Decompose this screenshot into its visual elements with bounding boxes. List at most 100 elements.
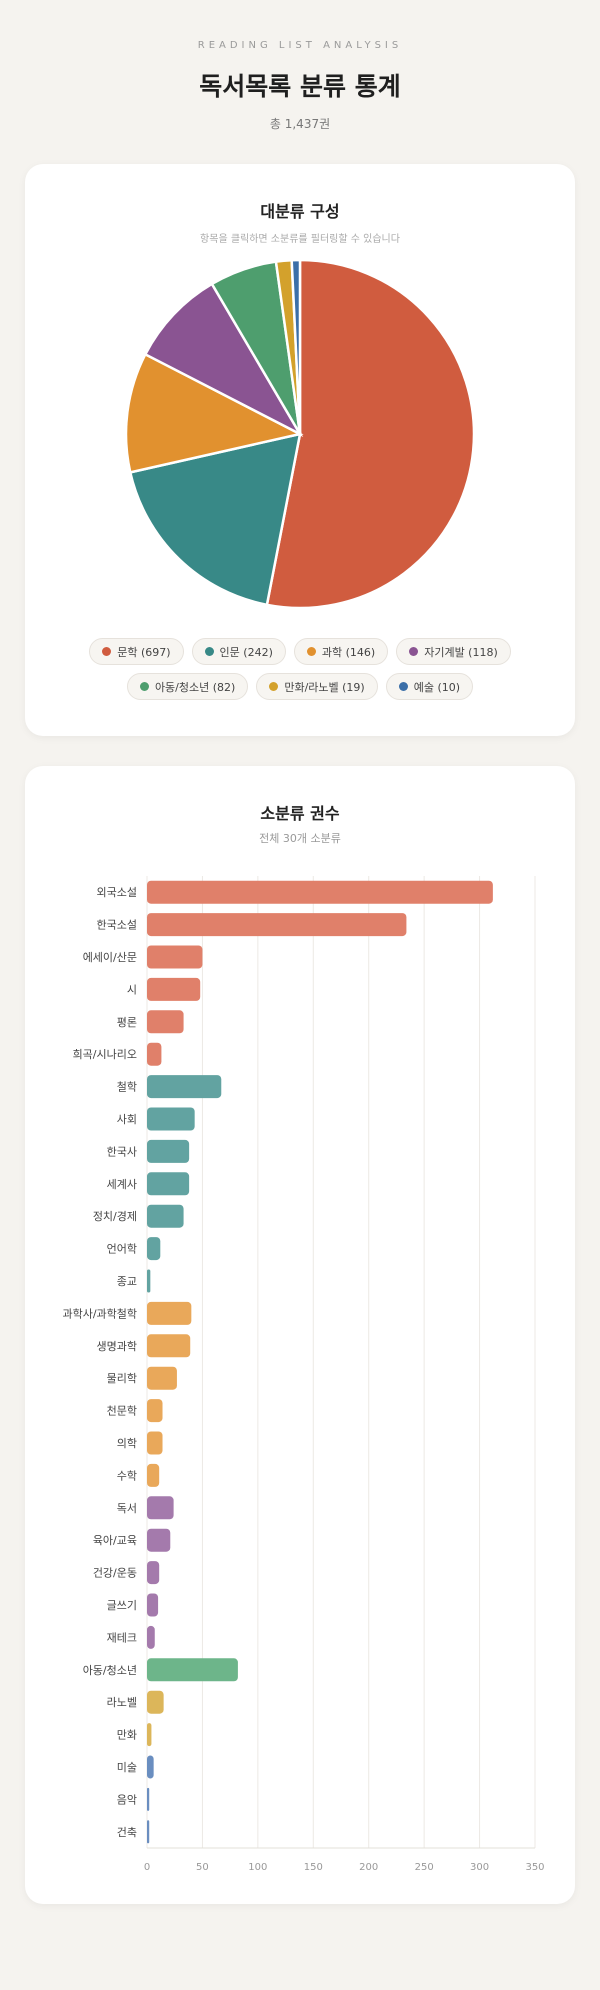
y-category-label: 음악 [117, 1793, 137, 1806]
bar-30[interactable] [147, 1820, 150, 1844]
legend-item-5[interactable]: 아동/청소년 (82) [126, 673, 249, 700]
x-tick-label: 300 [470, 1862, 489, 1873]
page-title: 독서목록 분류 통계 [199, 72, 401, 101]
y-category-label: 라노벨 [107, 1696, 137, 1709]
bar-9[interactable] [147, 1139, 190, 1163]
bar-27[interactable] [147, 1723, 152, 1747]
legend-item-6[interactable]: 만화/라노벨 (19) [256, 673, 378, 700]
legend-swatch [102, 647, 112, 656]
bar-4[interactable] [147, 977, 201, 1001]
legend-label: 인문 (242) [219, 645, 273, 659]
bar-5[interactable] [147, 1010, 184, 1034]
page-header: READING LIST ANALYSIS 독서목록 분류 통계 총 1,437… [0, 0, 600, 131]
legend-item-4[interactable]: 자기계발 (118) [396, 638, 511, 665]
y-category-label: 건축 [117, 1826, 137, 1839]
bar-13[interactable] [147, 1269, 151, 1293]
y-category-label: 과학사/과학철학 [62, 1307, 137, 1320]
legend-item-1[interactable]: 문학 (697) [89, 638, 184, 665]
x-tick-label: 350 [525, 1862, 544, 1873]
y-category-label: 에세이/산문 [83, 951, 137, 964]
y-category-label: 철학 [117, 1081, 137, 1094]
pie-chart-title: 대분류 구성 [260, 202, 340, 221]
legend-item-3[interactable]: 과학 (146) [293, 638, 389, 665]
pie-chart-card: 대분류 구성 항목을 클릭하면 소분류를 필터링할 수 있습니다 문학 (697… [25, 164, 575, 736]
bar-22[interactable] [147, 1561, 160, 1585]
bar-21[interactable] [147, 1528, 171, 1552]
y-category-label: 세계사 [107, 1178, 137, 1191]
bar-3[interactable] [147, 945, 203, 969]
y-category-label: 외국소설 [97, 886, 137, 899]
legend-item-2[interactable]: 인문 (242) [191, 638, 286, 665]
y-category-label: 독서 [117, 1502, 137, 1515]
y-category-label: 아동/청소년 [83, 1664, 137, 1677]
legend-label: 자기계발 (118) [424, 645, 498, 659]
bar-11[interactable] [147, 1204, 184, 1228]
y-category-label: 미술 [117, 1761, 137, 1774]
pie-chart-hint: 항목을 클릭하면 소분류를 필터링할 수 있습니다 [200, 234, 400, 245]
legend-label: 만화/라노벨 (19) [284, 680, 365, 694]
bar-15[interactable] [147, 1334, 191, 1358]
y-category-label: 만화 [117, 1729, 137, 1742]
bar-chart: 0 50 100 150 200 250 300 350 외국소설한국소설에세이/산문시평론희곡… [62, 876, 545, 1873]
bar-chart-title: 소분류 권수 [260, 804, 340, 823]
y-category-label: 물리학 [107, 1372, 137, 1385]
pie-slice-2[interactable] [128, 432, 302, 607]
bar-7[interactable] [147, 1075, 222, 1099]
y-category-label: 글쓰기 [107, 1599, 137, 1612]
bar-8[interactable] [147, 1107, 195, 1131]
bar-16[interactable] [147, 1366, 177, 1390]
total-count: 총 1,437권 [269, 117, 331, 131]
y-category-label: 정치/경제 [93, 1210, 137, 1223]
bar-17[interactable] [147, 1399, 163, 1423]
pie-slice-7[interactable] [290, 258, 302, 435]
y-category-label: 천문학 [107, 1404, 137, 1418]
bar-2[interactable] [147, 913, 407, 937]
pie-slice-3[interactable] [124, 352, 304, 474]
legend-swatch [269, 682, 279, 691]
eyebrow-label: READING LIST ANALYSIS [197, 40, 403, 51]
bar-1[interactable] [147, 880, 493, 904]
legend-label: 과학 (146) [321, 645, 376, 659]
legend-swatch [409, 647, 419, 656]
bar-20[interactable] [147, 1496, 174, 1520]
pie-slice-1[interactable] [265, 258, 476, 610]
bar-23[interactable] [147, 1593, 159, 1617]
y-category-label: 재테크 [107, 1631, 137, 1644]
y-category-label: 희곡/시나리오 [73, 1048, 137, 1061]
bar-19[interactable] [147, 1463, 160, 1487]
bar-10[interactable] [147, 1172, 190, 1196]
y-category-label: 평론 [117, 1016, 137, 1029]
y-category-label: 한국소설 [97, 919, 137, 932]
bar-25[interactable] [147, 1658, 238, 1682]
bar-24[interactable] [147, 1625, 155, 1649]
bar-14[interactable] [147, 1301, 192, 1325]
bar-chart-card: 소분류 권수 전체 30개 소분류 0 50 100 150 200 250 300 350 외… [25, 766, 575, 1904]
legend-label: 예술 (10) [413, 680, 461, 694]
bar-6[interactable] [147, 1042, 162, 1066]
y-category-label: 육아/교육 [93, 1534, 137, 1547]
bar-26[interactable] [147, 1690, 164, 1714]
bar-chart-subtitle: 전체 30개 소분류 [259, 832, 341, 845]
legend-swatch [306, 647, 316, 656]
legend-swatch [139, 682, 149, 691]
y-category-label: 수학 [117, 1469, 137, 1482]
legend-label: 문학 (697) [117, 645, 171, 659]
legend-swatch [398, 682, 408, 691]
x-tick-label: 150 [304, 1862, 323, 1873]
bar-18[interactable] [147, 1431, 163, 1455]
pie-chart [124, 258, 476, 610]
bar-12[interactable] [147, 1237, 161, 1261]
legend-swatch [204, 647, 214, 656]
legend-item-7[interactable]: 예술 (10) [385, 673, 474, 700]
y-category-label: 사회 [117, 1113, 137, 1126]
pie-slice-4[interactable] [143, 282, 304, 438]
x-tick-label: 50 [196, 1862, 209, 1873]
bar-29[interactable] [147, 1787, 150, 1811]
legend-label: 아동/청소년 (82) [154, 680, 236, 694]
x-tick-label: 200 [359, 1862, 378, 1873]
y-category-label: 의학 [117, 1437, 137, 1450]
y-category-label: 건강/운동 [93, 1567, 137, 1580]
y-category-label: 언어학 [107, 1243, 137, 1256]
bar-28[interactable] [147, 1755, 154, 1779]
x-tick-label: 0 [144, 1862, 150, 1873]
